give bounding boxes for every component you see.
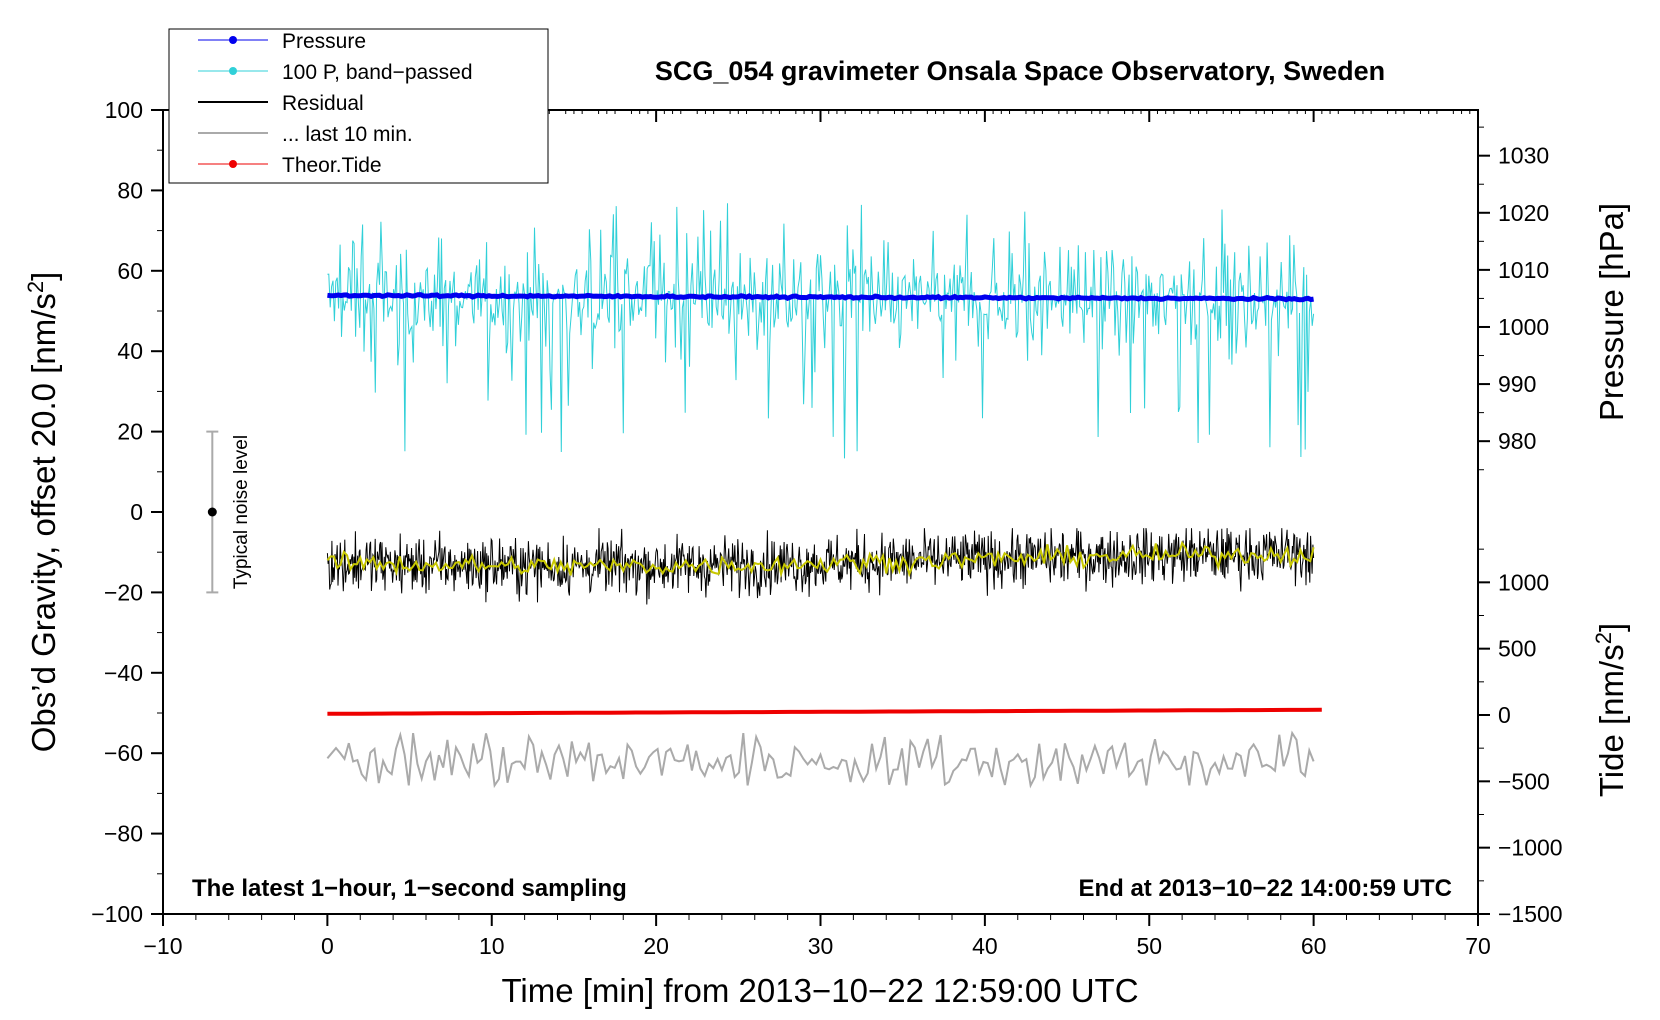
series-last-10-min-line	[326, 730, 1315, 789]
legend-item-band-passed: 100 P, band−passed	[198, 61, 473, 84]
legend-item-residual: Residual	[198, 92, 364, 115]
x-tick-label: 30	[808, 933, 834, 959]
noise-level-label: Typical noise level	[231, 435, 252, 589]
legend-dot-pressure	[229, 36, 237, 44]
tide-tick-label: −1000	[1498, 835, 1563, 861]
legend-box	[168, 28, 549, 184]
x-tick-label: 70	[1465, 933, 1491, 959]
noise-level-indicator: Typical noise level	[206, 430, 252, 594]
y-tick-label: −20	[104, 579, 143, 605]
x-tick-label: 20	[643, 933, 669, 959]
pressure-tick-label: 990	[1498, 371, 1536, 397]
legend-item-pressure: Pressure	[198, 30, 366, 53]
pressure-tick-label: 1020	[1498, 200, 1549, 226]
tide-tick-label: 500	[1498, 636, 1536, 662]
y-tick-label: −40	[104, 660, 143, 686]
legend-label-theor-tide: Theor.Tide	[282, 154, 382, 177]
series-theor-tide-line	[327, 707, 1322, 716]
y-tick-label: 60	[117, 258, 143, 284]
ticks-layer: −10 0 10 20 30 40 50 60 70100806040200−20−40−60−…	[91, 97, 1562, 959]
series-band-passed-line	[327, 203, 1315, 459]
chart-title: SCG_054 gravimeter Onsala Space Observat…	[655, 56, 1385, 86]
x-tick-label: 40	[972, 933, 998, 959]
legend-item-last-10-min: ... last 10 min.	[198, 123, 413, 146]
series-residual-smoothed-line	[326, 540, 1315, 578]
y-tick-label: 80	[117, 177, 143, 203]
y-tick-label: 40	[117, 338, 143, 364]
legend-item-theor-tide: Theor.Tide	[198, 154, 382, 177]
x-axis-title: Time [min] from 2013−10−22 12:59:00 UTC	[501, 972, 1138, 1009]
y-tick-label: 20	[117, 419, 143, 445]
x-tick-label: 0	[321, 933, 334, 959]
legend: Pressure 100 P, band−passed Residual ...…	[168, 28, 549, 184]
legend-dot-theor-tide	[229, 160, 237, 168]
y-axis-title-pressure: Pressure [hPa]	[1593, 203, 1630, 421]
x-tick-label: 10	[479, 933, 505, 959]
y-axis-title-left: Obs’d Gravity, offset 20.0 [nm/s2]	[23, 272, 62, 753]
y-tick-label: −80	[104, 821, 143, 847]
legend-label-band-passed: 100 P, band−passed	[282, 61, 473, 84]
pressure-tick-label: 1010	[1498, 257, 1549, 283]
tide-tick-label: 0	[1498, 702, 1511, 728]
legend-label-last-10-min: ... last 10 min.	[282, 123, 413, 146]
y-tick-label: −100	[91, 901, 143, 927]
x-tick-label: 60	[1301, 933, 1327, 959]
noise-bar-center-dot	[207, 507, 217, 517]
tide-tick-label: −1500	[1498, 901, 1563, 927]
legend-label-pressure: Pressure	[282, 30, 366, 53]
annotation-left: The latest 1−hour, 1−second sampling	[192, 875, 627, 902]
y-axis-title-tide: Tide [nm/s2]	[1591, 623, 1630, 797]
y-tick-label: 0	[130, 499, 143, 525]
y-tick-label: −60	[104, 740, 143, 766]
tide-tick-label: 1000	[1498, 569, 1549, 595]
pressure-tick-label: 980	[1498, 428, 1536, 454]
y-tick-label: 100	[105, 97, 143, 123]
legend-dot-band-passed	[229, 67, 237, 75]
series-layer	[326, 203, 1322, 789]
x-tick-label: −10	[143, 933, 182, 959]
series-pressure-line	[327, 292, 1314, 303]
annotation-right: End at 2013−10−22 14:00:59 UTC	[1078, 875, 1452, 902]
pressure-tick-label: 1030	[1498, 143, 1549, 169]
legend-label-residual: Residual	[282, 92, 364, 115]
tide-tick-label: −500	[1498, 768, 1550, 794]
x-tick-label: 50	[1136, 933, 1162, 959]
pressure-tick-label: 1000	[1498, 314, 1549, 340]
